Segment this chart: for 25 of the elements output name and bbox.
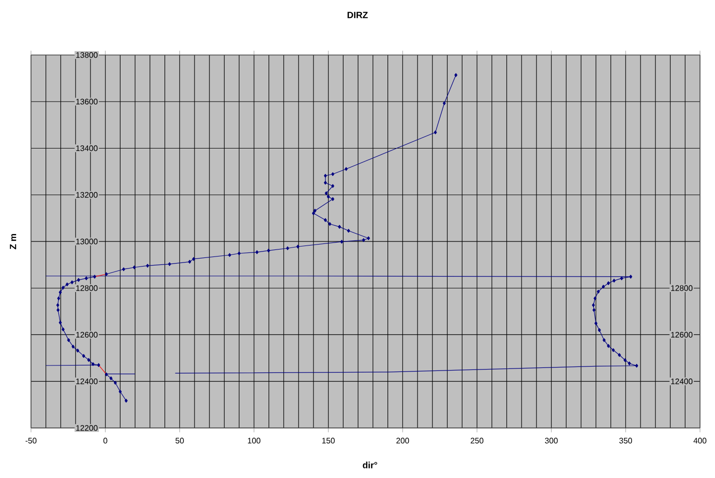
chart-title: DIRZ <box>348 12 368 18</box>
x-tick-label: 200 <box>396 438 410 444</box>
x-tick-label: 100 <box>248 438 260 444</box>
y-tick-label: 12200 <box>76 425 98 431</box>
x-tick-label: 350 <box>619 438 632 444</box>
y-tick-label: 12400 <box>76 378 98 384</box>
x-tick-label: 400 <box>694 438 706 444</box>
x-tick-label: -50 <box>26 438 36 444</box>
x-tick-label: 300 <box>544 438 558 444</box>
y2-tick-label: 12800 <box>671 285 692 291</box>
x-tick-label: 250 <box>470 438 484 444</box>
y-tick-label: 13600 <box>76 98 98 104</box>
y-tick-label: 13800 <box>76 52 98 58</box>
y-tick-label: 13400 <box>76 145 98 152</box>
x-tick-label: 50 <box>176 438 184 444</box>
x-tick-label: 0 <box>103 438 108 444</box>
y-tick-label: 13000 <box>76 238 98 244</box>
y2-tick-label: 12600 <box>671 332 692 338</box>
y-axis-title: Z m <box>10 234 16 250</box>
y-tick-label: 13200 <box>76 192 98 198</box>
x-axis-title: dir° <box>362 462 378 468</box>
x-tick-label: 150 <box>322 438 335 444</box>
y-tick-label: 12600 <box>76 332 98 338</box>
y2-tick-label: 12400 <box>671 378 692 384</box>
y-tick-label: 12800 <box>76 285 98 291</box>
